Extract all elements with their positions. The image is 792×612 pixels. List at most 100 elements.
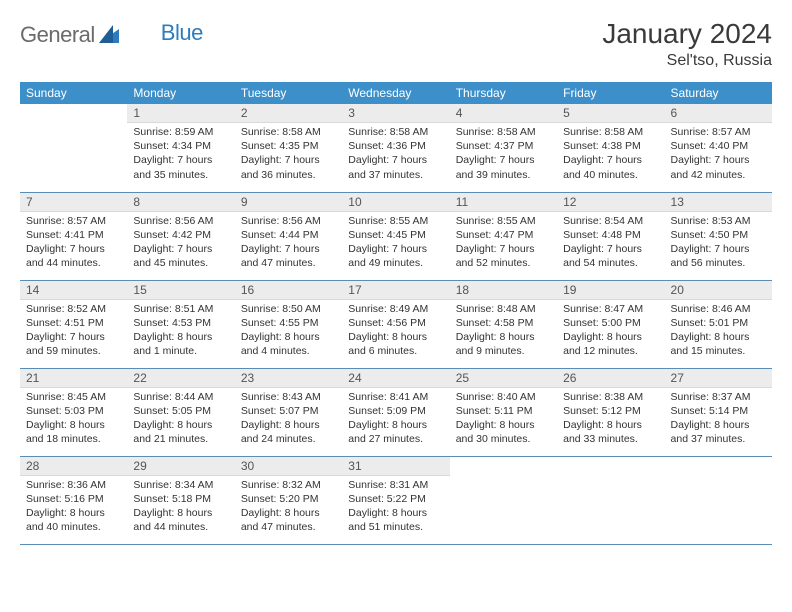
- day-number: 4: [450, 104, 557, 123]
- day-number: 12: [557, 193, 664, 212]
- day-number: 7: [20, 193, 127, 212]
- calendar-day-cell: 30Sunrise: 8:32 AMSunset: 5:20 PMDayligh…: [235, 456, 342, 544]
- header: General Blue January 2024 Sel'tso, Russi…: [20, 18, 772, 70]
- calendar-day-cell: 21Sunrise: 8:45 AMSunset: 5:03 PMDayligh…: [20, 368, 127, 456]
- sunrise-text: Sunrise: 8:49 AM: [348, 302, 443, 316]
- day-number: 20: [665, 281, 772, 300]
- day-details: Sunrise: 8:48 AMSunset: 4:58 PMDaylight:…: [450, 300, 557, 363]
- calendar-day-cell: 25Sunrise: 8:40 AMSunset: 5:11 PMDayligh…: [450, 368, 557, 456]
- day-number: 28: [20, 457, 127, 476]
- daylight-text: Daylight: 8 hours and 15 minutes.: [671, 330, 766, 358]
- daylight-text: Daylight: 8 hours and 4 minutes.: [241, 330, 336, 358]
- calendar-day-cell: 8Sunrise: 8:56 AMSunset: 4:42 PMDaylight…: [127, 192, 234, 280]
- sunrise-text: Sunrise: 8:41 AM: [348, 390, 443, 404]
- sunrise-text: Sunrise: 8:37 AM: [671, 390, 766, 404]
- day-details: Sunrise: 8:36 AMSunset: 5:16 PMDaylight:…: [20, 476, 127, 539]
- day-details: Sunrise: 8:58 AMSunset: 4:35 PMDaylight:…: [235, 123, 342, 186]
- title-block: January 2024 Sel'tso, Russia: [602, 18, 772, 70]
- sunset-text: Sunset: 4:58 PM: [456, 316, 551, 330]
- sunset-text: Sunset: 4:36 PM: [348, 139, 443, 153]
- daylight-text: Daylight: 8 hours and 33 minutes.: [563, 418, 658, 446]
- calendar-day-cell: [665, 456, 772, 544]
- daylight-text: Daylight: 8 hours and 37 minutes.: [671, 418, 766, 446]
- sunrise-text: Sunrise: 8:45 AM: [26, 390, 121, 404]
- weekday-header: Wednesday: [342, 82, 449, 104]
- sunset-text: Sunset: 5:07 PM: [241, 404, 336, 418]
- sunset-text: Sunset: 5:00 PM: [563, 316, 658, 330]
- sunrise-text: Sunrise: 8:55 AM: [456, 214, 551, 228]
- calendar-day-cell: [20, 104, 127, 192]
- calendar-day-cell: 4Sunrise: 8:58 AMSunset: 4:37 PMDaylight…: [450, 104, 557, 192]
- sunrise-text: Sunrise: 8:58 AM: [563, 125, 658, 139]
- logo-mark-icon: [99, 25, 119, 48]
- sunset-text: Sunset: 4:41 PM: [26, 228, 121, 242]
- calendar-day-cell: 15Sunrise: 8:51 AMSunset: 4:53 PMDayligh…: [127, 280, 234, 368]
- daylight-text: Daylight: 7 hours and 44 minutes.: [26, 242, 121, 270]
- daylight-text: Daylight: 8 hours and 21 minutes.: [133, 418, 228, 446]
- sunset-text: Sunset: 4:45 PM: [348, 228, 443, 242]
- daylight-text: Daylight: 8 hours and 30 minutes.: [456, 418, 551, 446]
- sunrise-text: Sunrise: 8:56 AM: [133, 214, 228, 228]
- daylight-text: Daylight: 7 hours and 35 minutes.: [133, 153, 228, 181]
- daylight-text: Daylight: 8 hours and 24 minutes.: [241, 418, 336, 446]
- day-number: 6: [665, 104, 772, 123]
- brand-name-1: General: [20, 22, 95, 48]
- sunrise-text: Sunrise: 8:44 AM: [133, 390, 228, 404]
- weekday-header: Sunday: [20, 82, 127, 104]
- day-number: 29: [127, 457, 234, 476]
- sunset-text: Sunset: 4:51 PM: [26, 316, 121, 330]
- sunrise-text: Sunrise: 8:34 AM: [133, 478, 228, 492]
- daylight-text: Daylight: 7 hours and 56 minutes.: [671, 242, 766, 270]
- daylight-text: Daylight: 7 hours and 52 minutes.: [456, 242, 551, 270]
- calendar-day-cell: 28Sunrise: 8:36 AMSunset: 5:16 PMDayligh…: [20, 456, 127, 544]
- calendar-week-row: 14Sunrise: 8:52 AMSunset: 4:51 PMDayligh…: [20, 280, 772, 368]
- sunset-text: Sunset: 4:42 PM: [133, 228, 228, 242]
- sunrise-text: Sunrise: 8:46 AM: [671, 302, 766, 316]
- day-details: Sunrise: 8:32 AMSunset: 5:20 PMDaylight:…: [235, 476, 342, 539]
- daylight-text: Daylight: 8 hours and 6 minutes.: [348, 330, 443, 358]
- sunrise-text: Sunrise: 8:57 AM: [671, 125, 766, 139]
- sunrise-text: Sunrise: 8:58 AM: [241, 125, 336, 139]
- daylight-text: Daylight: 8 hours and 51 minutes.: [348, 506, 443, 534]
- daylight-text: Daylight: 8 hours and 18 minutes.: [26, 418, 121, 446]
- sunset-text: Sunset: 5:20 PM: [241, 492, 336, 506]
- calendar-day-cell: 2Sunrise: 8:58 AMSunset: 4:35 PMDaylight…: [235, 104, 342, 192]
- brand-name-2: Blue: [161, 20, 203, 46]
- day-details: Sunrise: 8:49 AMSunset: 4:56 PMDaylight:…: [342, 300, 449, 363]
- daylight-text: Daylight: 7 hours and 36 minutes.: [241, 153, 336, 181]
- calendar-day-cell: 1Sunrise: 8:59 AMSunset: 4:34 PMDaylight…: [127, 104, 234, 192]
- day-details: Sunrise: 8:55 AMSunset: 4:45 PMDaylight:…: [342, 212, 449, 275]
- calendar-day-cell: 10Sunrise: 8:55 AMSunset: 4:45 PMDayligh…: [342, 192, 449, 280]
- sunrise-text: Sunrise: 8:58 AM: [348, 125, 443, 139]
- calendar-day-cell: 3Sunrise: 8:58 AMSunset: 4:36 PMDaylight…: [342, 104, 449, 192]
- day-details: Sunrise: 8:37 AMSunset: 5:14 PMDaylight:…: [665, 388, 772, 451]
- sunrise-text: Sunrise: 8:57 AM: [26, 214, 121, 228]
- sunset-text: Sunset: 4:50 PM: [671, 228, 766, 242]
- daylight-text: Daylight: 8 hours and 47 minutes.: [241, 506, 336, 534]
- calendar-week-row: 1Sunrise: 8:59 AMSunset: 4:34 PMDaylight…: [20, 104, 772, 192]
- day-details: Sunrise: 8:47 AMSunset: 5:00 PMDaylight:…: [557, 300, 664, 363]
- day-details: Sunrise: 8:53 AMSunset: 4:50 PMDaylight:…: [665, 212, 772, 275]
- day-number: 25: [450, 369, 557, 388]
- day-details: Sunrise: 8:56 AMSunset: 4:42 PMDaylight:…: [127, 212, 234, 275]
- sunrise-text: Sunrise: 8:31 AM: [348, 478, 443, 492]
- day-details: Sunrise: 8:34 AMSunset: 5:18 PMDaylight:…: [127, 476, 234, 539]
- daylight-text: Daylight: 7 hours and 47 minutes.: [241, 242, 336, 270]
- sunrise-text: Sunrise: 8:40 AM: [456, 390, 551, 404]
- calendar-day-cell: 9Sunrise: 8:56 AMSunset: 4:44 PMDaylight…: [235, 192, 342, 280]
- calendar-day-cell: 6Sunrise: 8:57 AMSunset: 4:40 PMDaylight…: [665, 104, 772, 192]
- calendar-day-cell: 31Sunrise: 8:31 AMSunset: 5:22 PMDayligh…: [342, 456, 449, 544]
- day-number: 5: [557, 104, 664, 123]
- calendar-day-cell: 24Sunrise: 8:41 AMSunset: 5:09 PMDayligh…: [342, 368, 449, 456]
- day-number: 16: [235, 281, 342, 300]
- day-number: 3: [342, 104, 449, 123]
- day-details: Sunrise: 8:31 AMSunset: 5:22 PMDaylight:…: [342, 476, 449, 539]
- day-details: Sunrise: 8:52 AMSunset: 4:51 PMDaylight:…: [20, 300, 127, 363]
- daylight-text: Daylight: 7 hours and 54 minutes.: [563, 242, 658, 270]
- day-number: 13: [665, 193, 772, 212]
- sunrise-text: Sunrise: 8:58 AM: [456, 125, 551, 139]
- sunrise-text: Sunrise: 8:32 AM: [241, 478, 336, 492]
- sunset-text: Sunset: 5:03 PM: [26, 404, 121, 418]
- day-number: 19: [557, 281, 664, 300]
- calendar-day-cell: 19Sunrise: 8:47 AMSunset: 5:00 PMDayligh…: [557, 280, 664, 368]
